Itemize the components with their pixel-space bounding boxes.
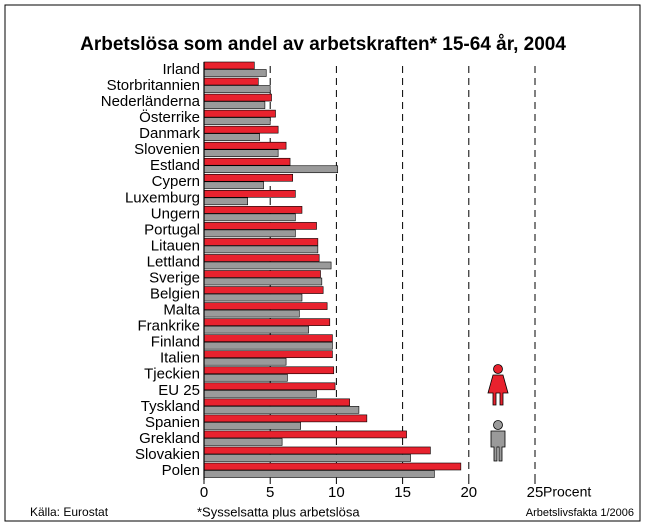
x-tick-label: 20 [460, 484, 477, 501]
bar [203, 61, 255, 70]
bar [203, 325, 309, 334]
bar [203, 389, 317, 398]
x-tick-label: 15 [394, 484, 411, 501]
female-icon [487, 364, 509, 406]
bar [203, 422, 301, 430]
bar [203, 462, 462, 471]
bar [203, 85, 271, 93]
bar [203, 309, 300, 318]
bar [203, 318, 331, 326]
y-tick-label: Frankrike [137, 318, 200, 335]
bar [203, 190, 296, 198]
y-tick-label: Estland [150, 157, 200, 174]
bar [203, 293, 303, 302]
y-tick-label: Österrike [139, 108, 200, 126]
y-tick-label: Lettland [147, 253, 200, 270]
x-tick-label: 5 [266, 484, 274, 501]
bar [203, 165, 339, 174]
bar [203, 366, 335, 375]
bar [203, 149, 279, 157]
y-tick-label: Portugal [144, 221, 200, 238]
bar [203, 125, 279, 134]
y-tick-label: Slovenien [134, 141, 200, 158]
x-tick-label: 25 [527, 484, 544, 501]
bar [203, 270, 321, 278]
bar [203, 302, 328, 310]
y-tick-label: Spanien [145, 414, 200, 431]
y-tick-label: Litauen [151, 237, 200, 254]
bar [203, 341, 333, 350]
bar [203, 222, 317, 230]
y-tick-label: Polen [162, 462, 200, 479]
bar [203, 286, 324, 294]
source: Källa: Eurostat [30, 505, 109, 519]
chart-title: Arbetslösa som andel av arbetskraften* 1… [80, 34, 566, 55]
y-tick-label: Tjeckien [144, 366, 200, 383]
male-icon [490, 420, 506, 462]
bar [203, 238, 319, 246]
x-tick-label: 10 [328, 484, 345, 501]
bar [203, 229, 296, 238]
x-axis-label: Procent [543, 484, 591, 500]
bar [203, 117, 271, 125]
bar [203, 350, 333, 359]
bar [203, 438, 283, 446]
y-tick-label: Finland [151, 334, 200, 351]
y-tick-label: Grekland [139, 430, 200, 447]
footnote: *Sysselsatta plus arbetslösa [197, 504, 360, 519]
bar [203, 414, 368, 423]
y-tick-label: Belgien [150, 286, 200, 303]
bar [203, 245, 319, 254]
y-tick-label: Slovakien [135, 446, 200, 463]
y-tick-label: Ungern [151, 205, 200, 222]
bar [203, 454, 411, 462]
bar [203, 133, 260, 141]
bar [203, 173, 294, 182]
y-tick-label: EU 25 [158, 382, 200, 399]
bar [203, 197, 248, 206]
y-tick-label: Irland [162, 61, 200, 78]
bar [203, 109, 276, 118]
bar [203, 101, 266, 109]
y-tick-label: Nederländerna [101, 93, 201, 110]
bar [203, 141, 287, 150]
bar [203, 470, 435, 478]
y-tick-label: Storbritannien [107, 77, 200, 94]
x-tick-label: 0 [200, 484, 208, 501]
bar [203, 373, 288, 382]
bar [203, 334, 333, 342]
bar [203, 69, 267, 77]
y-tick-label: Danmark [139, 125, 200, 142]
y-tick-label: Tyskland [141, 398, 200, 415]
bar [203, 213, 296, 222]
y-tick-label: Sverige [149, 269, 200, 286]
y-tick-label: Cypern [152, 173, 200, 190]
credit: Arbetslivsfakta 1/2006 [526, 507, 634, 519]
bar [203, 254, 320, 262]
y-tick-label: Italien [160, 350, 200, 367]
bar [203, 181, 264, 190]
bar [203, 398, 350, 407]
bar [203, 261, 332, 270]
bar [203, 206, 303, 214]
bar [203, 157, 291, 166]
bar [203, 406, 360, 414]
y-tick-label: Luxemburg [125, 189, 200, 206]
bar [203, 446, 431, 455]
bar [203, 430, 407, 439]
y-tick-label: Malta [163, 302, 200, 319]
bar [203, 382, 336, 391]
bar [203, 77, 259, 86]
bar [203, 277, 323, 286]
bar [203, 357, 287, 366]
bar [203, 93, 272, 102]
